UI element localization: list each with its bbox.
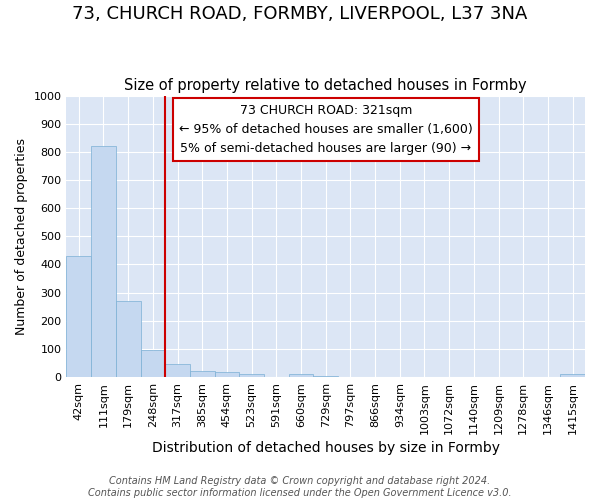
Bar [116, 301, 140, 377]
Text: 73 CHURCH ROAD: 321sqm
← 95% of detached houses are smaller (1,600)
5% of semi-d: 73 CHURCH ROAD: 321sqm ← 95% of detached… [179, 104, 473, 155]
X-axis label: Distribution of detached houses by size in Formby: Distribution of detached houses by size … [152, 441, 500, 455]
Bar [239, 374, 264, 377]
Bar [91, 146, 116, 377]
Bar [67, 256, 91, 377]
Bar [215, 372, 239, 377]
Text: Contains HM Land Registry data © Crown copyright and database right 2024.
Contai: Contains HM Land Registry data © Crown c… [88, 476, 512, 498]
Bar [560, 374, 585, 377]
Bar [289, 374, 313, 377]
Bar [313, 376, 338, 377]
Bar [190, 371, 215, 377]
Bar [165, 364, 190, 377]
Title: Size of property relative to detached houses in Formby: Size of property relative to detached ho… [124, 78, 527, 93]
Y-axis label: Number of detached properties: Number of detached properties [15, 138, 28, 335]
Text: 73, CHURCH ROAD, FORMBY, LIVERPOOL, L37 3NA: 73, CHURCH ROAD, FORMBY, LIVERPOOL, L37 … [73, 5, 527, 23]
Bar [140, 350, 165, 377]
